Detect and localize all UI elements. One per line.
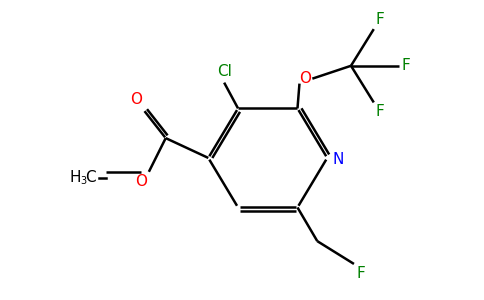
Text: H: H — [70, 170, 81, 185]
Text: C: C — [86, 170, 96, 185]
Text: Cl: Cl — [217, 64, 232, 79]
Text: F: F — [376, 104, 384, 119]
Text: 3: 3 — [80, 176, 87, 186]
Text: O: O — [130, 92, 142, 107]
Text: F: F — [402, 58, 410, 73]
Text: F: F — [357, 266, 366, 281]
Text: N: N — [332, 152, 344, 167]
Text: F: F — [376, 12, 384, 27]
Text: O: O — [300, 71, 311, 86]
Text: O: O — [135, 174, 147, 189]
